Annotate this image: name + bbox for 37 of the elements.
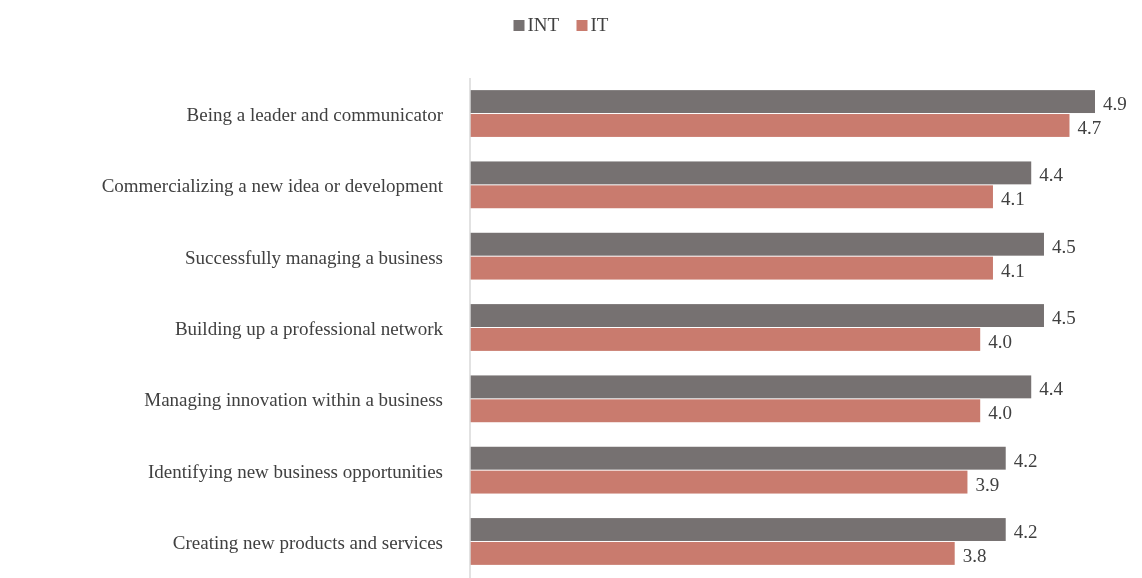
y-tick-label: Managing innovation within a business [144,389,443,411]
data-label: 4.0 [988,402,1012,424]
y-tick-label: Being a leader and communicator [186,104,444,126]
data-label: 4.5 [1051,235,1076,257]
y-tick-label: Creating new products and services [172,531,443,553]
y-tick-label: Commercializing a new idea or development [101,175,444,197]
bar [470,232,1044,256]
legend-label: INT [527,14,560,35]
bar [470,304,1044,327]
data-label: 4.7 [1077,116,1102,138]
bar [470,375,1032,399]
data-label: 4.4 [1039,164,1064,186]
bar [470,518,1006,541]
bar [470,541,955,565]
data-label: 4.2 [1013,449,1038,471]
y-tick-label: Building up a professional network [174,318,444,339]
bar [470,185,993,209]
data-label: 3.9 [975,473,1000,495]
data-label: 4.2 [1013,521,1038,543]
data-label: 4.4 [1039,378,1064,400]
legend-label: IT [590,14,609,35]
y-tick-label: Successfully managing a business [184,246,443,268]
data-label: 4.0 [988,330,1012,352]
bar [470,446,1006,470]
bar [470,328,981,351]
data-label: 4.5 [1051,307,1076,329]
bar [470,161,1032,185]
data-label: 3.8 [962,544,987,566]
bar [470,90,1095,114]
bar [470,470,968,494]
y-tick-label: Identifying new business opportunities [148,460,443,482]
bar [470,114,1070,137]
data-label: 4.1 [1000,188,1025,210]
bar [470,256,993,280]
data-label: 4.1 [1000,259,1025,281]
data-label: 4.9 [1103,93,1127,115]
bar [470,399,981,423]
